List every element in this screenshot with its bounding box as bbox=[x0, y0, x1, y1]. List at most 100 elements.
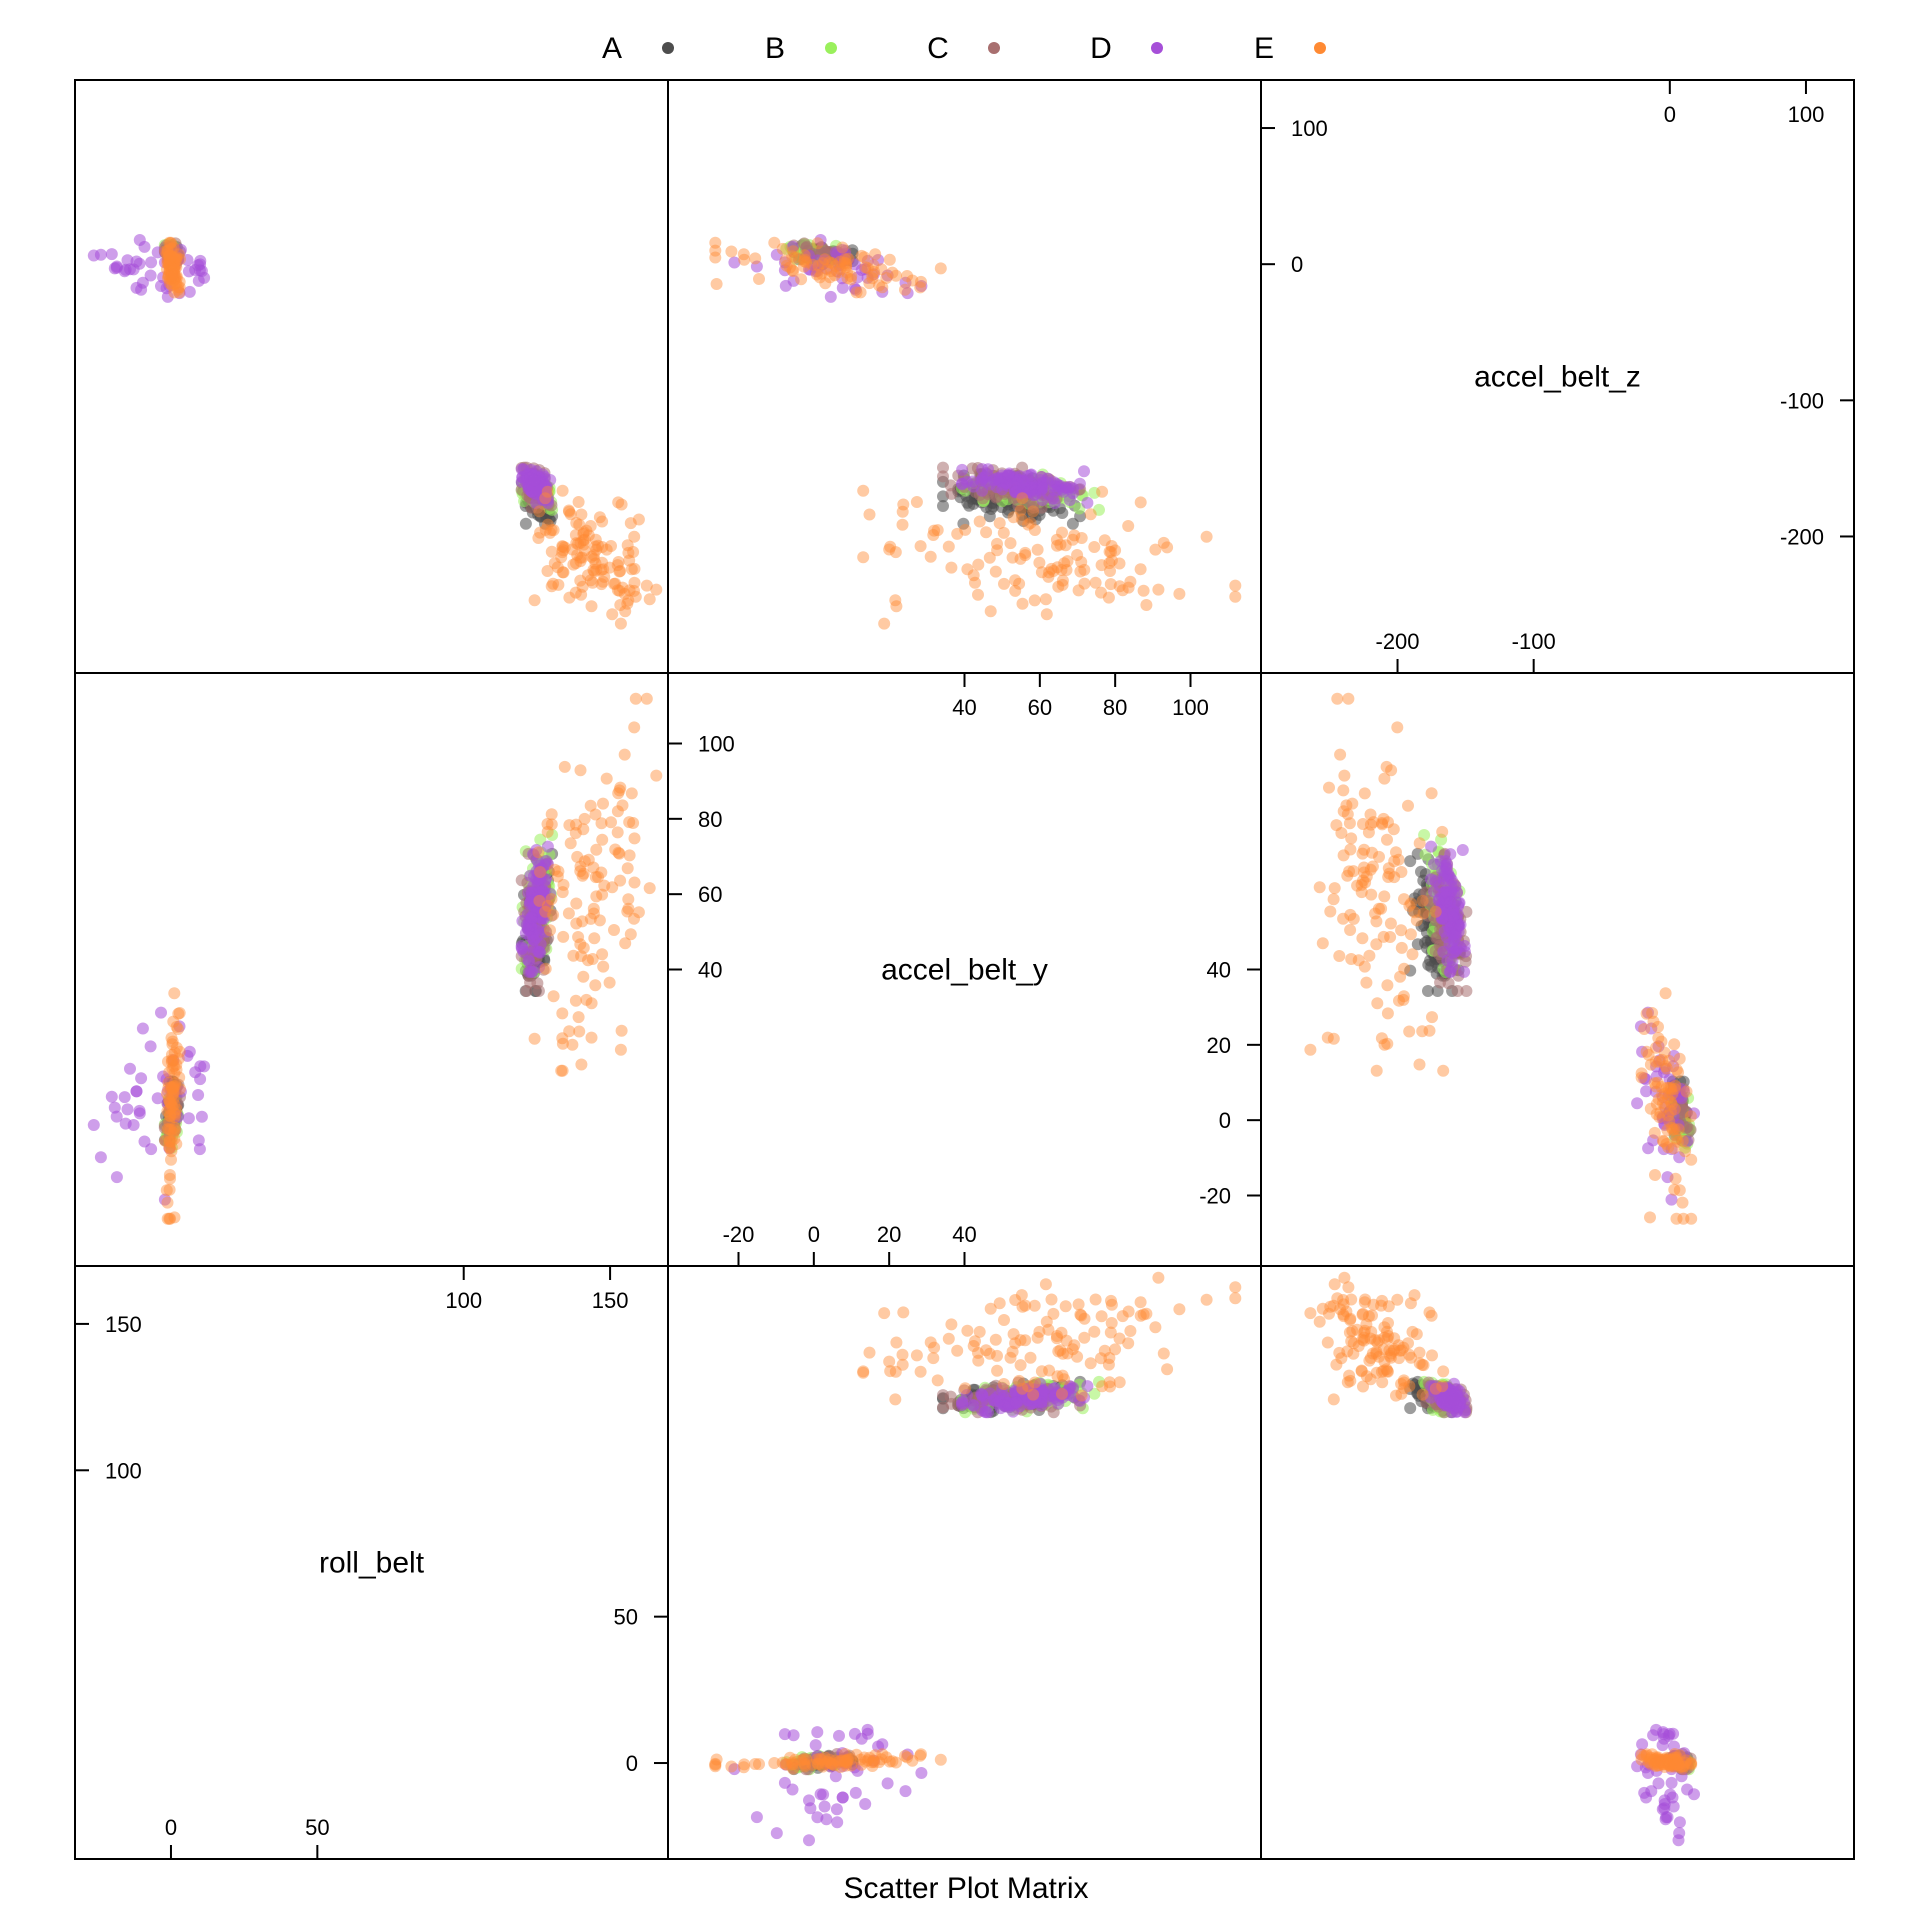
point-E bbox=[818, 253, 831, 266]
point-E bbox=[577, 527, 590, 540]
point-E bbox=[1229, 579, 1242, 592]
point-E bbox=[172, 248, 185, 261]
point-E bbox=[931, 1374, 944, 1387]
scatter-points bbox=[709, 1271, 1242, 1847]
point-D bbox=[848, 258, 861, 271]
point-E bbox=[1666, 1754, 1679, 1767]
point-E bbox=[1344, 908, 1357, 921]
point-E bbox=[1371, 997, 1384, 1010]
point-E bbox=[924, 1336, 937, 1349]
point-E bbox=[725, 245, 738, 258]
point-E bbox=[784, 1751, 796, 1764]
point-E bbox=[1393, 994, 1405, 1007]
legend-label: C bbox=[927, 32, 949, 65]
point-D bbox=[1437, 873, 1450, 885]
point-D bbox=[532, 873, 545, 885]
point-E bbox=[1341, 869, 1354, 882]
point-E bbox=[753, 1758, 765, 1771]
point-E bbox=[1684, 1110, 1697, 1123]
point-E bbox=[1395, 1344, 1408, 1357]
point-E bbox=[1096, 485, 1109, 498]
point-E bbox=[578, 855, 591, 868]
point-A bbox=[1419, 936, 1431, 949]
point-E bbox=[167, 1015, 180, 1028]
point-E bbox=[168, 267, 181, 280]
point-E bbox=[1381, 1332, 1394, 1345]
point-E bbox=[168, 273, 181, 286]
point-E bbox=[1122, 1305, 1135, 1318]
point-E bbox=[1391, 721, 1404, 734]
point-E bbox=[578, 533, 591, 546]
point-E bbox=[162, 1055, 174, 1068]
point-E bbox=[842, 1753, 854, 1766]
point-E bbox=[1640, 1748, 1653, 1761]
point-E bbox=[586, 953, 599, 965]
point-E bbox=[967, 569, 980, 582]
point-E bbox=[1071, 549, 1084, 561]
point-E bbox=[709, 1760, 722, 1773]
panel-r2-c2 bbox=[1260, 1265, 1855, 1860]
point-E bbox=[575, 1058, 588, 1071]
point-E bbox=[600, 772, 613, 785]
point-D bbox=[533, 961, 545, 974]
point-E bbox=[1655, 1081, 1668, 1093]
point-E bbox=[1649, 1169, 1661, 1181]
point-E bbox=[997, 1378, 1010, 1390]
point-E bbox=[855, 1758, 868, 1771]
point-D bbox=[779, 279, 792, 292]
point-E bbox=[1668, 1038, 1681, 1051]
point-E bbox=[1668, 1755, 1681, 1768]
point-D bbox=[861, 1723, 874, 1736]
point-A bbox=[957, 517, 970, 530]
point-E bbox=[709, 251, 722, 264]
point-E bbox=[863, 277, 876, 290]
point-E bbox=[880, 1751, 893, 1764]
point-E bbox=[1658, 1087, 1671, 1100]
point-E bbox=[1370, 938, 1383, 951]
point-E bbox=[596, 515, 609, 528]
point-E bbox=[1668, 1748, 1681, 1760]
point-E bbox=[1660, 1138, 1673, 1150]
point-E bbox=[1685, 1757, 1698, 1769]
point-E bbox=[819, 1758, 832, 1770]
point-E bbox=[1059, 539, 1072, 552]
point-D bbox=[859, 263, 872, 276]
point-D bbox=[836, 281, 849, 294]
point-E bbox=[1024, 1351, 1037, 1364]
point-E bbox=[1662, 1754, 1675, 1767]
point-E bbox=[1058, 557, 1071, 570]
point-E bbox=[1316, 1302, 1329, 1315]
point-E bbox=[959, 1382, 972, 1395]
point-E bbox=[1370, 1345, 1383, 1358]
point-E bbox=[1381, 1365, 1394, 1378]
tick-label: 50 bbox=[614, 1605, 638, 1630]
point-E bbox=[163, 1066, 176, 1079]
point-D bbox=[155, 1006, 167, 1019]
point-E bbox=[1665, 1121, 1678, 1134]
point-E bbox=[1648, 1754, 1661, 1767]
point-E bbox=[1669, 1758, 1682, 1770]
point-A bbox=[519, 517, 532, 530]
point-E bbox=[811, 237, 824, 250]
point-E bbox=[167, 1054, 180, 1067]
point-E bbox=[1358, 866, 1370, 879]
point-E bbox=[587, 861, 600, 874]
point-E bbox=[1019, 1334, 1032, 1347]
point-E bbox=[165, 1081, 178, 1094]
point-E bbox=[544, 526, 556, 539]
point-E bbox=[576, 580, 589, 593]
point-E bbox=[167, 261, 180, 274]
point-E bbox=[169, 271, 182, 284]
point-D bbox=[824, 290, 837, 303]
point-E bbox=[541, 565, 554, 577]
point-D bbox=[1645, 1022, 1658, 1035]
point-E bbox=[165, 1048, 178, 1061]
point-E bbox=[1363, 1354, 1376, 1367]
point-E bbox=[829, 260, 842, 273]
point-E bbox=[1095, 1310, 1108, 1323]
point-E bbox=[800, 1753, 813, 1766]
point-E bbox=[563, 591, 576, 604]
point-E bbox=[1392, 1339, 1405, 1352]
point-A bbox=[1407, 904, 1419, 917]
panel-r0-c1 bbox=[667, 79, 1262, 674]
